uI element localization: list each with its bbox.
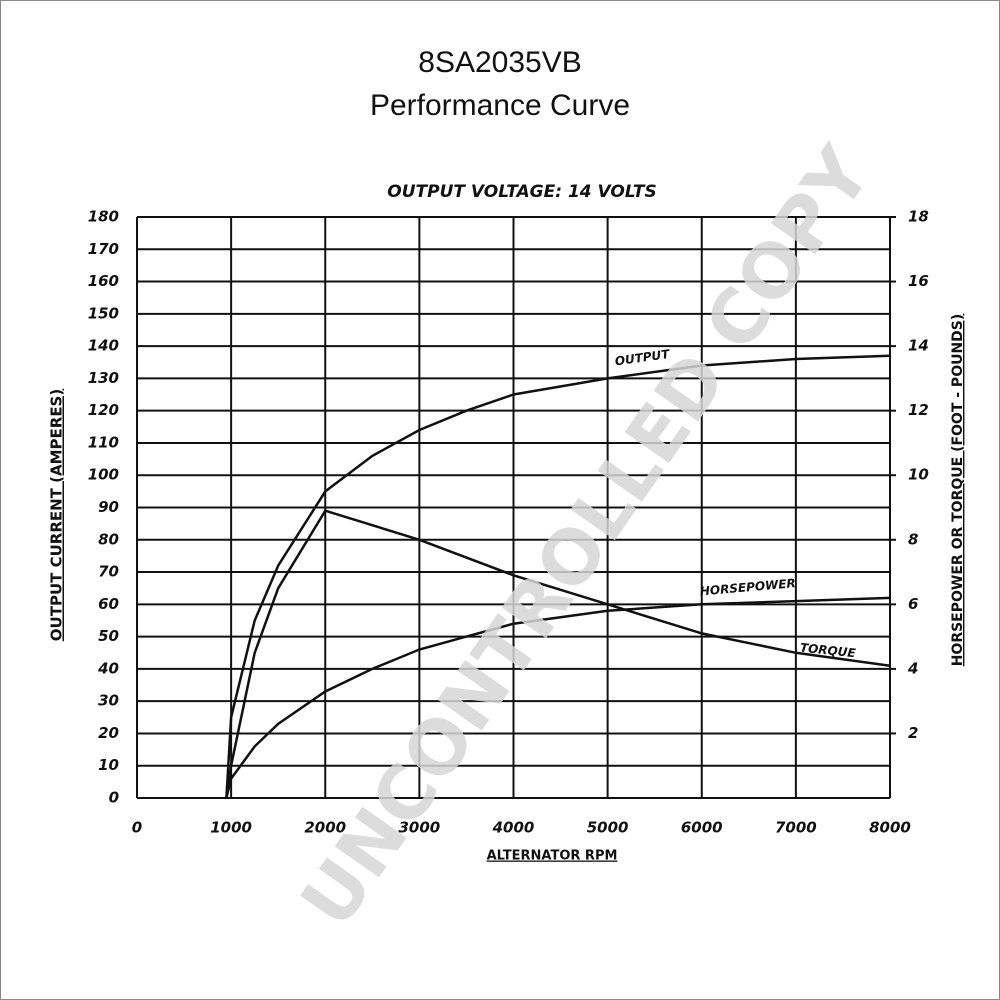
- series-line: [225, 596, 891, 799]
- x-tick-label: 3000: [399, 819, 441, 837]
- y-tick-label: 0: [109, 789, 119, 807]
- y2-tick-label: 18: [908, 208, 929, 226]
- y2-tick-label: 16: [908, 272, 929, 290]
- y-tick-label: 30: [98, 692, 119, 710]
- y-tick-label: 140: [88, 337, 119, 355]
- series-line: [225, 509, 891, 799]
- y2-tick-label: 10: [908, 466, 929, 484]
- x-tick-label: 4000: [492, 819, 535, 837]
- y-tick-label: 10: [98, 756, 119, 774]
- y-tick-label: 130: [88, 369, 119, 387]
- voltage-note: OUTPUT VOLTAGE: 14 VOLTS: [387, 182, 656, 202]
- y-tick-label: 50: [98, 627, 119, 645]
- y-tick-label: 20: [98, 724, 119, 742]
- y-tick-label: 60: [98, 595, 119, 613]
- chart-title: 8SA2035VB: [418, 46, 581, 79]
- x-tick-label: 2000: [304, 819, 346, 837]
- series-line: [225, 354, 891, 799]
- x-tick-label: 8000: [869, 819, 911, 837]
- y2-tick-label: 6: [908, 595, 918, 613]
- y-tick-label: 80: [98, 530, 119, 548]
- x-tick-label: 5000: [587, 819, 629, 837]
- y-tick-label: 70: [98, 563, 119, 581]
- y2-tick-label: 12: [908, 401, 929, 419]
- y-tick-label: 90: [98, 498, 119, 516]
- y2-axis-label: HORSEPOWER OR TORQUE (FOOT - POUNDS): [950, 314, 966, 667]
- x-tick-label: 1000: [210, 819, 252, 837]
- y-tick-label: 110: [88, 433, 119, 451]
- series-label: TORQUE: [799, 641, 857, 661]
- y-tick-label: 160: [88, 272, 119, 290]
- y-tick-label: 150: [88, 304, 119, 322]
- y-tick-label: 120: [88, 401, 119, 419]
- y2-tick-label: 2: [908, 724, 918, 742]
- y-tick-label: 100: [88, 466, 119, 484]
- y-tick-label: 40: [97, 659, 119, 677]
- y-axis-label: OUTPUT CURRENT (AMPERES): [48, 389, 66, 641]
- x-axis-label: ALTERNATOR RPM: [487, 849, 618, 864]
- y2-tick-label: 14: [908, 337, 929, 355]
- x-tick-label: 6000: [681, 819, 723, 837]
- series-label: HORSEPOWER: [699, 576, 796, 598]
- x-tick-label: 0: [132, 819, 142, 837]
- y-tick-label: 180: [88, 208, 119, 226]
- chart-subtitle: Performance Curve: [370, 89, 630, 122]
- y2-tick-label: 8: [908, 530, 918, 548]
- y-tick-label: 170: [88, 240, 119, 258]
- x-tick-label: 7000: [775, 819, 817, 837]
- y2-tick-label: 4: [907, 659, 918, 677]
